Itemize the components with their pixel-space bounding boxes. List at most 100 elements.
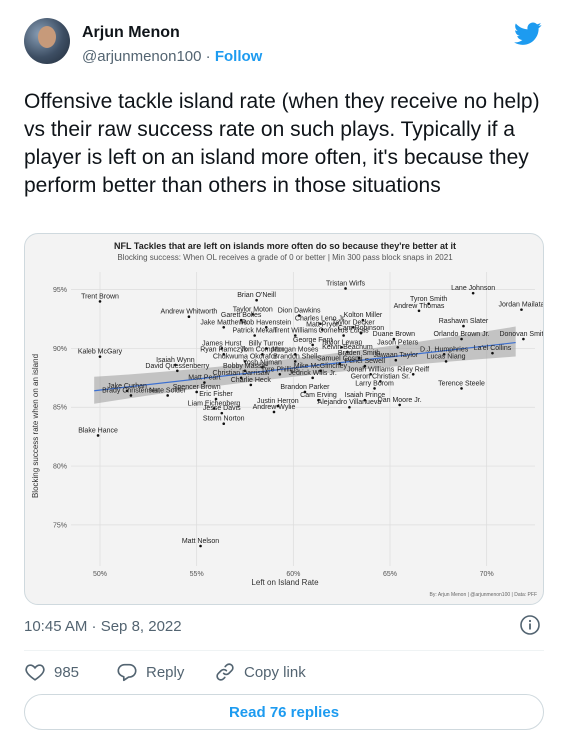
data-point-label: Liam Eichenberg <box>188 400 241 407</box>
data-point <box>222 353 226 356</box>
data-point <box>363 398 367 402</box>
confidence-band <box>94 326 516 404</box>
data-point-label: Kolton Miller <box>344 312 383 319</box>
data-point <box>251 313 255 316</box>
x-tick-label: 70% <box>480 571 494 578</box>
data-point-label: Lane Johnson <box>451 285 495 292</box>
data-point-label: Tyre Phillips <box>261 366 299 373</box>
data-point-label: Penei Sewell <box>345 358 386 365</box>
data-point-label: Jonah Williams <box>347 366 395 373</box>
data-point-label: Braden Smith <box>338 350 381 357</box>
data-point-label: Blake Hance <box>78 427 118 434</box>
follow-button[interactable]: Follow <box>214 48 263 65</box>
data-point <box>321 328 324 331</box>
data-point-label: Duane Brown <box>373 331 416 338</box>
data-point <box>373 387 376 390</box>
data-point <box>361 318 365 322</box>
data-point-label: Matt Peart <box>188 375 220 382</box>
data-point-label: Cam Robinson <box>338 325 384 332</box>
data-point-label: Jesse Davis <box>203 405 241 412</box>
data-point <box>261 353 264 356</box>
data-point-label: Jordan Mailata <box>499 302 544 309</box>
data-point <box>129 394 133 397</box>
data-point-label: Billy Turner <box>249 340 285 347</box>
data-point <box>249 383 253 387</box>
twitter-bird-icon[interactable] <box>514 22 542 46</box>
data-point-label: David Quessenberry <box>145 363 209 370</box>
data-point-label: Ryan Ramczyk <box>200 346 248 353</box>
data-point-label: Tom Compton <box>241 346 285 353</box>
x-tick-label: 65% <box>383 571 397 578</box>
data-point-label: Orlando Brown Jr. <box>434 331 490 338</box>
data-point-label: Larry Borom <box>355 380 394 387</box>
copy-link-button[interactable]: Copy link <box>214 658 306 686</box>
data-point <box>379 380 382 383</box>
data-point-label: Cornelius Lucas <box>318 328 369 335</box>
y-tick-label: 80% <box>53 464 67 471</box>
data-point-label: Andrew Thomas <box>394 303 445 310</box>
x-tick-label: 55% <box>190 571 204 578</box>
chart-title: NFL Tackles that are left on islands mor… <box>114 241 456 251</box>
data-point-label: Brandon Shell <box>273 353 317 360</box>
chart-image[interactable]: NFL Tackles that are left on islands mor… <box>24 233 544 605</box>
data-point <box>293 353 297 356</box>
data-point <box>222 422 226 426</box>
data-point-label: Lucas Niang <box>427 353 466 360</box>
data-point-label: Donovan Smith <box>499 331 544 338</box>
data-point <box>297 314 301 317</box>
data-point-label: Patrick Mekari <box>232 328 277 335</box>
data-point-label: Tyron Smith <box>410 296 447 303</box>
data-point-label: Mike McGlinchey <box>294 363 348 370</box>
y-tick-label: 90% <box>53 346 67 353</box>
heart-icon <box>25 664 45 681</box>
data-point <box>222 325 226 329</box>
data-point-label: James Hurst <box>202 340 241 347</box>
data-point <box>253 334 256 337</box>
data-point <box>344 287 347 290</box>
info-icon[interactable] <box>519 614 541 636</box>
data-point <box>264 347 268 350</box>
tweet-timestamp[interactable]: 10:45 AM · Sep 8, 2022 <box>24 618 182 635</box>
data-point-label: Jedrick Wills Jr. <box>289 370 337 377</box>
scatter-chart: NFL Tackles that are left on islands mor… <box>31 241 544 598</box>
data-point-label: Nate Solder <box>149 387 187 394</box>
data-point-label: Jawaan Taylor <box>373 352 418 359</box>
reply-button[interactable]: Reply <box>116 658 184 686</box>
data-point <box>239 318 243 322</box>
divider <box>24 650 544 651</box>
trend-line <box>94 341 516 392</box>
data-point-label: Charles Leno Jr. <box>295 316 346 323</box>
chart-points: Tristan Wirfs Lane Johnson Trent Brown Bria… <box>78 280 544 548</box>
data-point <box>278 373 282 376</box>
chart-subtitle: Blocking success: When OL receives a gra… <box>117 253 453 262</box>
data-point <box>96 434 100 437</box>
data-point-label: Kelvin Beachum <box>322 344 373 351</box>
data-point <box>293 334 297 337</box>
data-point <box>396 345 400 349</box>
data-point <box>276 404 280 408</box>
data-point <box>392 337 396 341</box>
like-button[interactable]: 985 <box>24 658 79 686</box>
data-point <box>317 398 320 402</box>
data-point-label: Jake Curhan <box>107 383 147 390</box>
data-point-label: D.J. Humphries <box>420 346 469 353</box>
data-point-label: Taylor Moton <box>233 306 273 313</box>
author-handle[interactable]: @arjunmenon100 <box>82 48 202 65</box>
data-point-label: La'el Collins <box>474 345 512 352</box>
data-point-label: George Fant <box>293 337 332 344</box>
data-point <box>261 365 264 369</box>
data-point <box>444 360 448 363</box>
data-point <box>369 373 372 376</box>
data-point-label: Brian O'Neill <box>237 292 276 299</box>
data-point-label: Isaiah Wynn <box>156 357 195 364</box>
x-tick-label: 50% <box>93 571 107 578</box>
avatar[interactable] <box>24 18 70 64</box>
chart-credit: By: Arjun Menon | @arjunmenon100 | Data:… <box>430 592 537 598</box>
data-point <box>311 376 314 380</box>
data-point <box>460 387 463 390</box>
author-name[interactable]: Arjun Menon <box>82 24 180 41</box>
data-point-label: Brandon Parker <box>280 384 330 391</box>
read-replies-button[interactable]: Read 76 replies <box>24 694 544 730</box>
data-point-label: Rashawn Slater <box>439 318 489 325</box>
